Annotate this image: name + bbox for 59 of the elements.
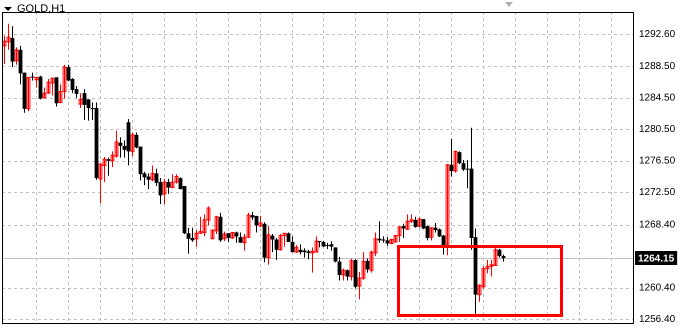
candlestick (274, 237, 278, 261)
candlestick (434, 222, 438, 233)
candlestick (174, 174, 178, 184)
candlestick (50, 78, 54, 96)
y-tick-label: 1280.50 (639, 124, 676, 136)
candlestick (130, 132, 134, 157)
chart-title: GOLD,H1 (17, 3, 66, 16)
candlestick (278, 234, 282, 252)
candlestick (218, 212, 222, 242)
y-tick-label: 1284.50 (639, 92, 676, 104)
candlestick (34, 76, 38, 88)
candlestick (118, 136, 122, 158)
candlestick (162, 178, 166, 205)
candlestick (258, 215, 262, 228)
candlestick (266, 226, 270, 266)
candlestick (366, 258, 370, 274)
candlestick (418, 216, 422, 228)
candlestick (146, 172, 150, 190)
candlestick (454, 150, 458, 174)
candlestick (398, 226, 402, 242)
candlestick (82, 88, 86, 120)
candlestick (402, 223, 406, 238)
candlestick (38, 75, 42, 100)
candlestick (234, 231, 238, 244)
candlestick (430, 227, 434, 241)
candlestick (10, 26, 14, 68)
candlestick (378, 220, 382, 244)
y-tick-label: 1272.50 (639, 187, 676, 198)
candlestick (414, 216, 418, 228)
candlestick (30, 72, 34, 81)
candlestick (406, 214, 410, 231)
ref-line-label: 1264.15 (638, 253, 675, 264)
candlestick (14, 46, 18, 66)
candlestick (254, 215, 258, 233)
candlestick (446, 163, 450, 256)
candlestick (222, 231, 226, 242)
candlestick (106, 157, 110, 176)
candlestick (306, 249, 310, 260)
candlestick (302, 248, 306, 258)
y-tick-label: 1292.60 (639, 28, 676, 40)
candlestick (286, 232, 290, 242)
candlestick (450, 138, 454, 178)
candlestick (346, 268, 350, 281)
candlestick (342, 268, 346, 281)
candlestick (150, 165, 154, 182)
candlestick (170, 174, 174, 188)
candlestick (26, 76, 30, 112)
candlestick (282, 232, 286, 248)
y-tick-label: 1256.40 (639, 314, 676, 325)
y-tick-label: 1276.50 (639, 156, 676, 167)
y-tick-label: 1288.50 (639, 61, 676, 72)
candlestick (46, 78, 50, 94)
candlestick (350, 258, 354, 281)
y-tick-label: 1260.40 (639, 282, 676, 294)
candlestick (290, 236, 294, 253)
candlestick (78, 92, 82, 109)
candlestick (62, 64, 66, 100)
y-tick-label: 1268.40 (639, 219, 676, 230)
candlestick (166, 178, 170, 194)
